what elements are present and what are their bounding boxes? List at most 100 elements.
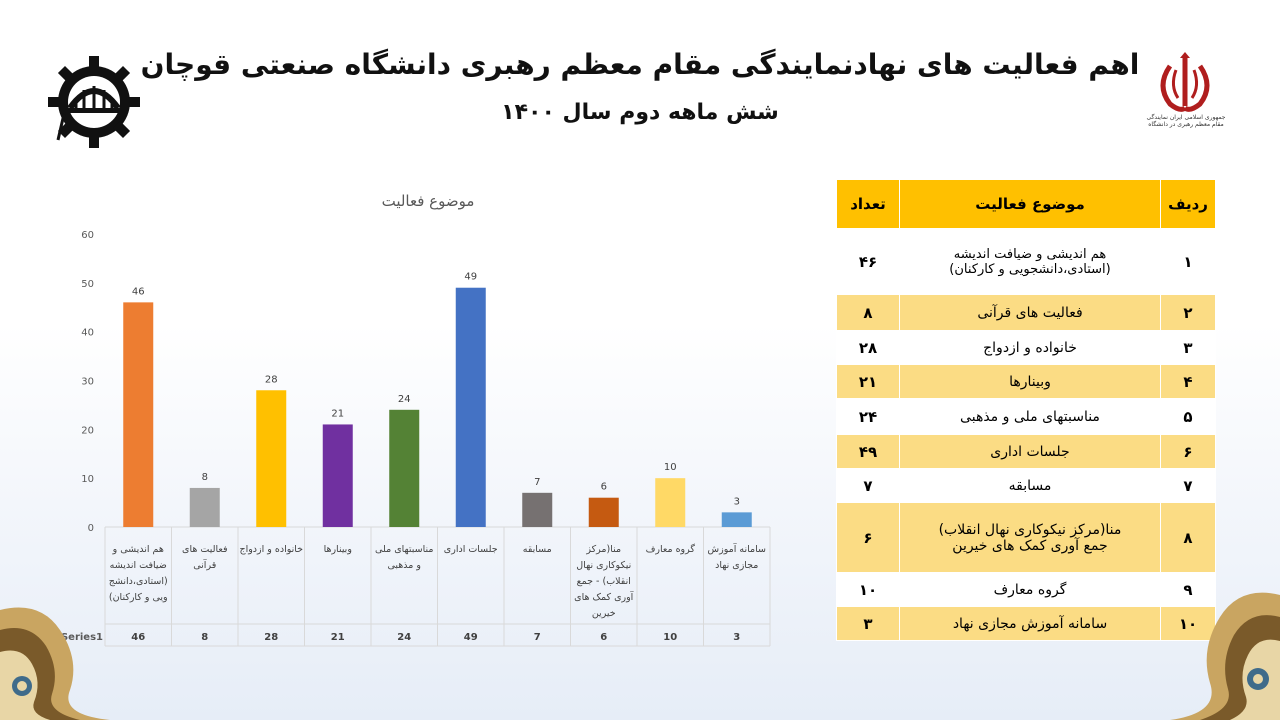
row-number-cell: ۴: [1160, 364, 1216, 399]
count-cell: ۷: [836, 468, 900, 503]
page-subtitle: شش ماهه دوم سال ۱۴۰۰: [501, 100, 779, 125]
category-label: گروه معارف: [646, 543, 696, 555]
header-activity-topic: موضوع فعالیت: [899, 179, 1161, 229]
bar: [189, 487, 220, 527]
category-label: (استادی،دانشج: [109, 576, 168, 587]
row-number-cell: ۷: [1160, 468, 1216, 503]
activity-topic-cell: جلسات اداری: [899, 434, 1161, 469]
university-logo: [48, 56, 140, 148]
category-label: منا(مرکز: [585, 544, 621, 555]
category-label: مجازی نهاد: [715, 560, 758, 571]
datatable-value: 6: [600, 632, 607, 643]
bar-value-label: 3: [734, 496, 740, 507]
activity-topic-cell: مناسبتهای ملی و مذهبی: [899, 398, 1161, 435]
datatable-value: 46: [131, 632, 145, 643]
activity-topic-cell: منا(مرکز نیکوکاری نهال انقلاب) جمع آوری ک…: [899, 502, 1161, 573]
topic-line: خانواده و ازدواج: [983, 339, 1077, 356]
datatable-value: 24: [397, 632, 411, 643]
y-tick-label: 50: [81, 279, 94, 290]
table-row: ۳ خانواده و ازدواج ۲۸: [836, 330, 1216, 365]
topic-line: منا(مرکز نیکوکاری نهال انقلاب): [938, 521, 1122, 538]
table-row: ۲ فعالیت های قرآنی ۸: [836, 294, 1216, 331]
category-label: مناسبتهای ملی: [375, 544, 433, 555]
datatable-value: 10: [663, 632, 677, 643]
table-row: ۴ وبینارها ۲۱: [836, 364, 1216, 399]
table-row: ۱ هم اندیشی و ضیافت اندیشه (استادی،دانشجوی…: [836, 228, 1216, 295]
row-number-cell: ۵: [1160, 398, 1216, 435]
bar-value-label: 24: [398, 394, 411, 405]
bar: [522, 492, 553, 527]
topic-line: (استادی،دانشجویی و کارکنان): [949, 261, 1111, 277]
table-row: ۱۰ سامانه آموزش مجازی نهاد ۳: [836, 606, 1216, 641]
y-tick-label: 0: [88, 523, 94, 534]
row-number-cell: ۱۰: [1160, 606, 1216, 641]
decorative-ornament-left: [0, 607, 110, 720]
datatable-value: 21: [331, 632, 345, 643]
category-label: خانواده و ازدواج: [239, 544, 303, 555]
topic-line: هم اندیشی و ضیافت اندیشه: [953, 246, 1107, 262]
category-label: هم اندیشی و: [112, 544, 164, 555]
category-label: خیرین: [592, 608, 616, 619]
table-row: ۵ مناسبتهای ملی و مذهبی ۲۴: [836, 398, 1216, 435]
row-number-cell: ۸: [1160, 502, 1216, 573]
activity-topic-cell: مسابقه: [899, 468, 1161, 503]
bar: [655, 478, 686, 527]
datatable-value: 8: [201, 632, 208, 643]
bar-value-label: 6: [601, 482, 607, 493]
decorative-ornament-right: [1170, 592, 1280, 720]
count-cell: ۶: [836, 502, 900, 573]
bar: [455, 287, 486, 527]
count-cell: ۲۸: [836, 330, 900, 365]
datatable-value: 3: [733, 632, 740, 643]
count-cell: ۳: [836, 606, 900, 641]
bar: [256, 390, 287, 527]
y-tick-label: 10: [81, 474, 94, 485]
category-label: ویی و کارکنان): [109, 592, 168, 603]
emblem-logo: [1160, 52, 1210, 112]
bar: [721, 512, 752, 527]
category-label: جلسات اداری: [444, 544, 498, 555]
header-count: تعداد: [836, 179, 900, 229]
activity-topic-cell: گروه معارف: [899, 572, 1161, 607]
row-number-cell: ۶: [1160, 434, 1216, 469]
category-label: سامانه آموزش: [708, 542, 766, 555]
category-label: مسابقه: [523, 544, 552, 555]
bar-value-label: 10: [664, 462, 677, 473]
category-label: قرآنی: [193, 558, 216, 571]
count-cell: ۴۶: [836, 228, 900, 295]
table-row: ۹ گروه معارف ۱۰: [836, 572, 1216, 607]
count-cell: ۱۰: [836, 572, 900, 607]
activity-topic-cell: هم اندیشی و ضیافت اندیشه (استادی،دانشجویی…: [899, 228, 1161, 295]
bar-value-label: 46: [132, 286, 145, 297]
count-cell: ۲۴: [836, 398, 900, 435]
category-label: آوری کمک های: [574, 590, 634, 603]
bar-value-label: 28: [265, 374, 278, 385]
category-label: وبینارها: [324, 544, 352, 555]
datatable-value: 28: [264, 632, 278, 643]
count-cell: ۸: [836, 294, 900, 331]
activity-topic-cell: فعالیت های قرآنی: [899, 294, 1161, 331]
category-label: و مذهبی: [388, 560, 421, 571]
topic-line: فعالیت های قرآنی: [977, 304, 1083, 321]
table-header-row: ردیف موضوع فعالیت تعداد: [836, 179, 1216, 229]
activity-topic-cell: خانواده و ازدواج: [899, 330, 1161, 365]
bar-value-label: 8: [202, 472, 208, 483]
count-cell: ۴۹: [836, 434, 900, 469]
activity-topic-cell: سامانه آموزش مجازی نهاد: [899, 606, 1161, 641]
category-label: فعالیت های: [182, 544, 227, 555]
category-label: ضیافت اندیشه: [110, 560, 167, 571]
activity-topic-cell: وبینارها: [899, 364, 1161, 399]
bar: [123, 302, 154, 527]
y-tick-label: 30: [81, 377, 94, 388]
datatable-value: 7: [534, 632, 541, 643]
bar: [322, 424, 353, 527]
bar: [389, 409, 420, 527]
row-number-cell: ۱: [1160, 228, 1216, 295]
chart-title: موضوع فعالیت: [382, 192, 475, 210]
emblem-caption: جمهوری اسلامی ایران نمایندگی مقام معظم ر…: [1146, 114, 1226, 128]
y-tick-label: 40: [81, 328, 94, 339]
datatable-value: 49: [464, 632, 478, 643]
bar-value-label: 21: [331, 408, 344, 419]
row-number-cell: ۳: [1160, 330, 1216, 365]
bar-value-label: 49: [464, 272, 477, 283]
